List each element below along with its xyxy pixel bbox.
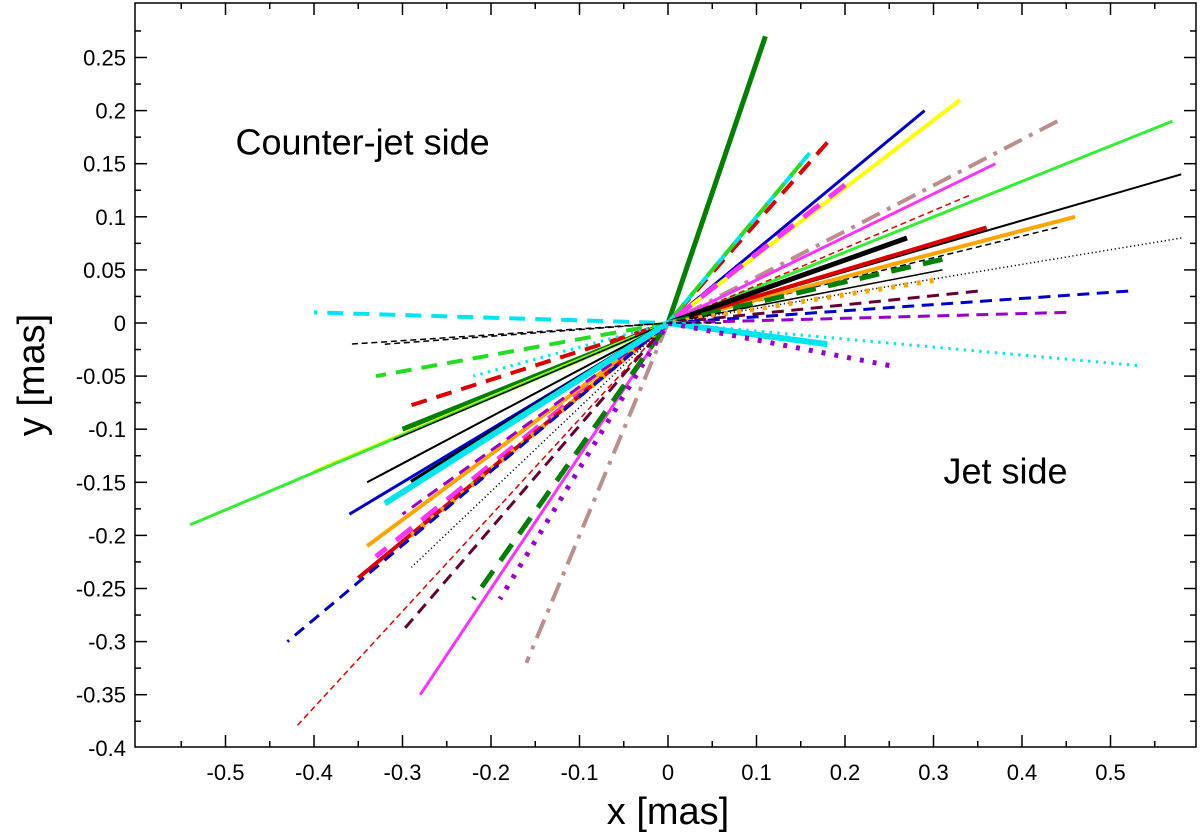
series-line-19 bbox=[410, 237, 1182, 568]
x-tick-label: 0.3 bbox=[918, 760, 949, 785]
y-tick-label: -0.15 bbox=[76, 470, 126, 495]
series-line-18 bbox=[393, 269, 943, 441]
x-axis-ticks bbox=[180, 3, 1156, 747]
x-tick-label: 0.4 bbox=[1007, 760, 1038, 785]
series-line-25 bbox=[472, 321, 1138, 378]
y-tick-label: 0.2 bbox=[95, 99, 126, 124]
y-axis-tick-labels: -0.4 -0.35 -0.3 -0.25 -0.2 -0.15 -0.1 -0.05 0 0.0… bbox=[76, 46, 126, 761]
y-tick-label: -0.1 bbox=[88, 417, 126, 442]
series-line-11 bbox=[374, 182, 847, 559]
y-axis-label: y [mas] bbox=[11, 314, 53, 436]
x-axis-label: x [mas] bbox=[607, 791, 729, 833]
y-tick-label: 0 bbox=[114, 311, 126, 336]
y-tick-label: -0.4 bbox=[88, 736, 126, 761]
x-tick-label: -0.2 bbox=[472, 760, 510, 785]
x-tick-label: 0.1 bbox=[741, 760, 772, 785]
series-line-17 bbox=[471, 256, 943, 601]
y-tick-label: -0.2 bbox=[88, 523, 126, 548]
series-layer bbox=[189, 35, 1182, 728]
y-tick-label: -0.25 bbox=[76, 577, 126, 602]
x-axis-tick-labels: -0.5 -0.4 -0.3 -0.2 -0.1 0 0.1 0.2 0.3 0.4 0.5 bbox=[207, 760, 1126, 785]
x-tick-label: 0.2 bbox=[830, 760, 861, 785]
x-tick-label: 0 bbox=[662, 760, 674, 785]
x-tick-label: -0.3 bbox=[384, 760, 422, 785]
series-line-27 bbox=[384, 322, 722, 345]
series-line-9 bbox=[375, 162, 803, 379]
y-axis-ticks bbox=[135, 30, 1196, 722]
series-line-14 bbox=[365, 214, 1076, 548]
y-tick-label: 0.25 bbox=[83, 46, 126, 71]
y-tick-label: -0.3 bbox=[88, 630, 126, 655]
y-tick-label: 0.1 bbox=[95, 205, 126, 230]
series-line-2 bbox=[348, 109, 926, 516]
x-tick-label: -0.5 bbox=[207, 760, 245, 785]
series-line-6 bbox=[524, 119, 1059, 664]
x-tick-label: 0.5 bbox=[1095, 760, 1126, 785]
y-tick-label: -0.05 bbox=[76, 364, 126, 389]
y-tick-label: 0.15 bbox=[83, 152, 126, 177]
series-line-21 bbox=[401, 289, 978, 632]
series-line-1 bbox=[401, 35, 768, 432]
x-tick-label: -0.4 bbox=[295, 760, 333, 785]
annotation-1: Counter-jet side bbox=[236, 121, 490, 162]
y-tick-label: -0.35 bbox=[76, 683, 126, 708]
annotations: Counter-jet side Jet side bbox=[236, 121, 1068, 491]
plot-frame bbox=[134, 2, 1197, 748]
annotation-2: Jet side bbox=[944, 451, 1068, 492]
x-tick-label: -0.1 bbox=[561, 760, 599, 785]
y-tick-label: 0.05 bbox=[83, 258, 126, 283]
